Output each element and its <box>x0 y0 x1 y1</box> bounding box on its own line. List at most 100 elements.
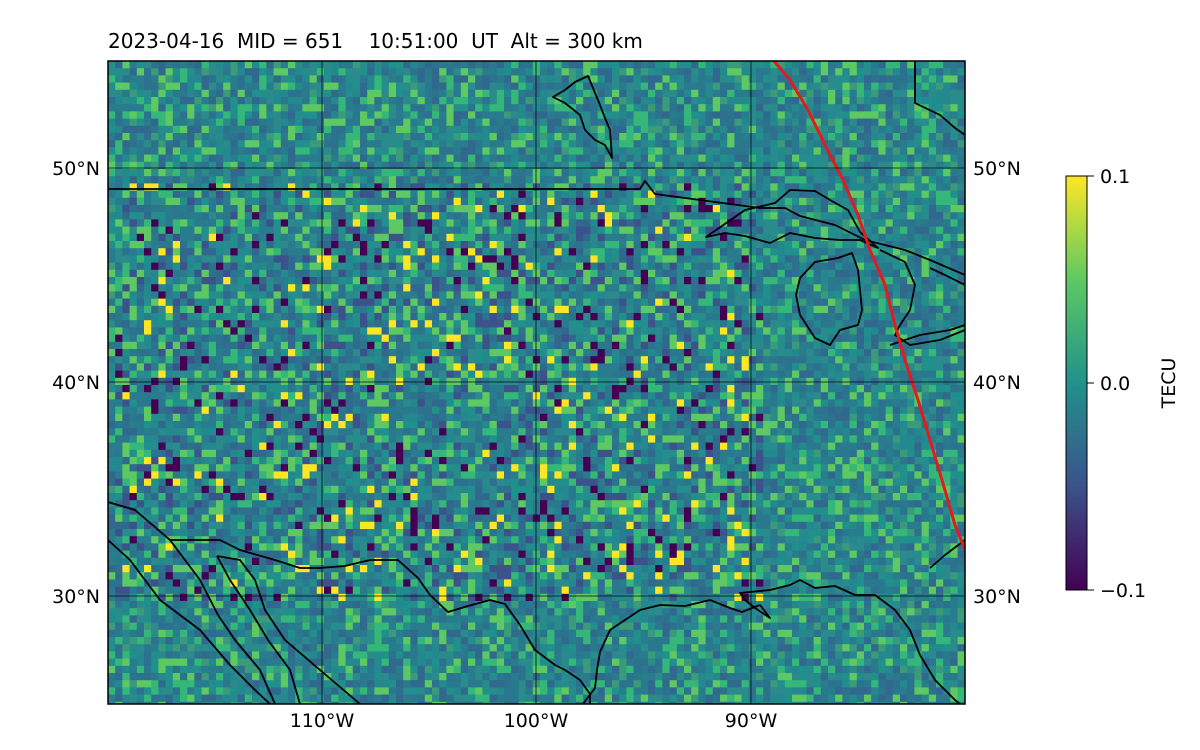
raster-cell <box>712 320 721 328</box>
raster-cell <box>770 118 778 127</box>
raster-cell <box>540 298 548 307</box>
raster-cell <box>223 169 231 177</box>
raster-cell <box>475 197 483 206</box>
raster-cell <box>734 104 742 112</box>
raster-cell <box>489 320 498 328</box>
raster-cell <box>331 349 339 357</box>
raster-cell <box>684 313 692 321</box>
raster-cell <box>712 334 721 343</box>
raster-cell <box>705 241 714 249</box>
raster-cell <box>741 284 750 292</box>
raster-cell <box>302 241 310 249</box>
raster-cell <box>799 233 807 242</box>
raster-cell <box>914 341 922 350</box>
raster-cell <box>489 284 498 292</box>
raster-cell <box>554 176 562 184</box>
raster-cell <box>518 61 526 69</box>
raster-cell <box>849 89 858 98</box>
raster-cell <box>295 269 303 278</box>
raster-cell <box>309 183 318 191</box>
raster-cell <box>129 248 138 256</box>
raster-cell <box>180 255 188 263</box>
raster-cell <box>403 97 411 105</box>
raster-cell <box>900 269 908 278</box>
raster-cell <box>964 284 965 292</box>
raster-cell <box>295 320 303 328</box>
raster-cell <box>547 89 555 98</box>
raster-cell <box>489 197 498 206</box>
raster-cell <box>914 154 922 163</box>
raster-cell <box>748 133 757 141</box>
raster-cell <box>799 241 807 249</box>
raster-cell <box>338 284 346 292</box>
raster-cell <box>273 118 282 127</box>
raster-cell <box>302 313 310 321</box>
raster-cell <box>597 89 606 98</box>
raster-cell <box>684 241 692 249</box>
raster-cell <box>698 190 706 199</box>
raster-cell <box>561 291 570 299</box>
raster-cell <box>288 89 296 98</box>
raster-cell <box>561 147 570 155</box>
raster-cell <box>136 291 145 299</box>
raster-cell <box>936 154 944 163</box>
raster-cell <box>957 111 965 119</box>
raster-cell <box>417 226 426 235</box>
raster-cell <box>741 334 750 343</box>
raster-cell <box>734 269 742 278</box>
raster-cell <box>396 255 404 263</box>
raster-cell <box>525 104 534 112</box>
raster-cell <box>820 89 829 98</box>
raster-cell <box>345 111 354 119</box>
raster-cell <box>511 61 519 69</box>
raster-cell <box>576 356 584 364</box>
raster-cell <box>590 147 598 155</box>
raster-cell <box>230 219 238 227</box>
raster-cell <box>928 241 937 249</box>
raster-cell <box>259 97 267 105</box>
raster-cell <box>878 161 886 170</box>
raster-cell <box>396 133 404 141</box>
raster-cell <box>374 298 382 307</box>
raster-cell <box>734 154 742 163</box>
raster-cell <box>813 205 822 213</box>
raster-cell <box>532 154 541 163</box>
raster-cell <box>777 241 786 249</box>
raster-cell <box>115 97 123 105</box>
raster-cell <box>849 169 858 177</box>
raster-cell <box>302 111 310 119</box>
raster-cell <box>187 320 195 328</box>
raster-cell <box>907 161 915 170</box>
raster-cell <box>518 233 526 242</box>
raster-cell <box>648 111 656 119</box>
raster-cell <box>504 147 512 155</box>
raster-cell <box>777 334 786 343</box>
raster-cell <box>144 255 152 263</box>
raster-cell <box>633 161 642 170</box>
raster-cell <box>367 183 375 191</box>
raster-cell <box>900 255 908 263</box>
raster-cell <box>504 61 512 69</box>
raster-cell <box>626 349 634 357</box>
raster-cell <box>280 205 289 213</box>
raster-cell <box>439 118 447 127</box>
raster-cell <box>784 183 793 191</box>
raster-cell <box>504 89 512 98</box>
raster-cell <box>878 197 886 206</box>
raster-cell <box>136 75 145 83</box>
raster-cell <box>396 169 404 177</box>
raster-cell <box>208 133 217 141</box>
raster-cell <box>309 291 318 299</box>
raster-cell <box>828 118 836 127</box>
raster-cell <box>273 313 282 321</box>
raster-cell <box>547 169 555 177</box>
raster-cell <box>403 334 411 343</box>
raster-cell <box>180 205 188 213</box>
raster-cell <box>633 241 642 249</box>
raster-cell <box>482 118 490 127</box>
raster-cell <box>648 61 656 69</box>
raster-cell <box>439 341 447 350</box>
raster-cell <box>662 104 670 112</box>
raster-cell <box>446 118 454 127</box>
raster-cell <box>331 291 339 299</box>
